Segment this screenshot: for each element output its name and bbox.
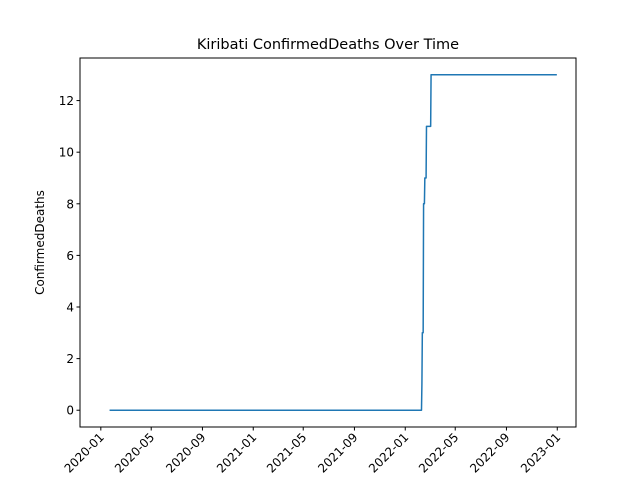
x-tick-label: 2021-05 xyxy=(264,430,309,475)
x-tick-label: 2022-09 xyxy=(467,430,512,475)
plot-frame xyxy=(79,57,577,428)
x-tick-label: 2020-01 xyxy=(62,430,107,475)
x-tick-label: 2021-01 xyxy=(214,430,259,475)
plot-area xyxy=(80,58,576,427)
chart-title: Kiribati ConfirmedDeaths Over Time xyxy=(197,37,459,53)
y-tick-label: 4 xyxy=(66,301,74,315)
x-tick-label: 2022-01 xyxy=(366,430,411,475)
x-tick-label: 2021-09 xyxy=(315,430,360,475)
y-tick-label: 2 xyxy=(66,352,74,366)
x-tick-label: 2020-05 xyxy=(112,430,157,475)
series-line xyxy=(109,74,557,411)
y-tick-label: 10 xyxy=(59,146,74,160)
x-tick-label: 2022-05 xyxy=(416,430,461,475)
y-tick-label: 12 xyxy=(59,94,74,108)
series-layer xyxy=(109,74,557,411)
x-tick-label: 2020-09 xyxy=(163,430,208,475)
y-axis: 0 2 4 6 8 10 12 xyxy=(59,94,80,418)
x-axis: 2020-01 2020-05 2020-09 2021-01 2021-05 2021-… xyxy=(62,427,563,476)
x-tick-label: 2023-01 xyxy=(518,430,563,475)
y-tick-label: 8 xyxy=(66,197,74,211)
y-tick-label: 0 xyxy=(66,404,74,418)
y-tick-label: 6 xyxy=(66,249,74,263)
y-axis-label: ConfirmedDeaths xyxy=(33,190,47,295)
